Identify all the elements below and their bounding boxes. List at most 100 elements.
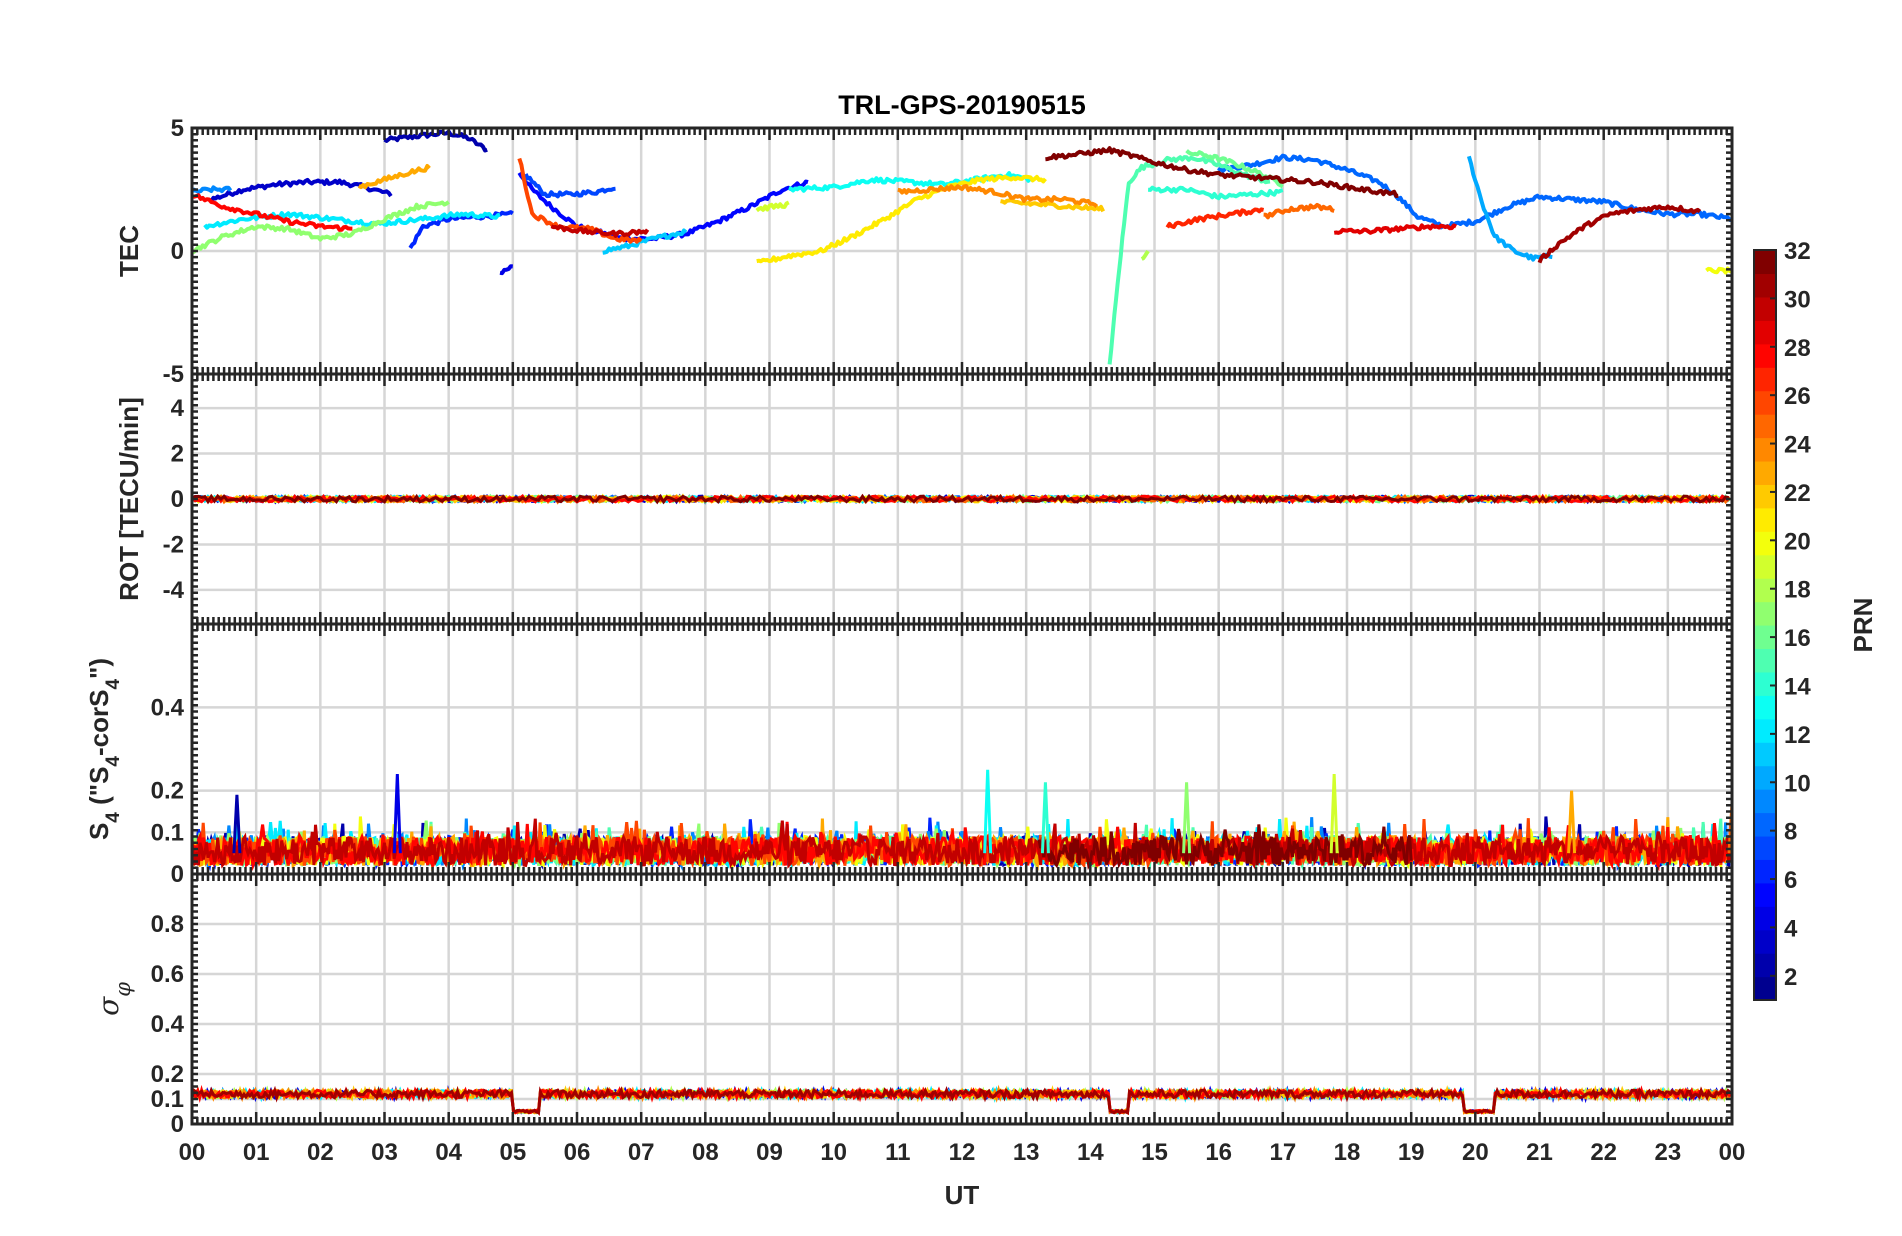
sigma_phi-y-tick-label: 0.4 xyxy=(151,1011,185,1038)
x-tick-label: 06 xyxy=(564,1139,591,1166)
x-tick-label: 04 xyxy=(435,1139,462,1166)
rot-panel: -4 -2 0 2 4 xyxy=(163,372,1734,626)
colorbar-segment xyxy=(1754,765,1776,790)
tec-ticks xyxy=(190,126,1734,376)
colorbar-segment xyxy=(1754,554,1776,579)
s4-panel: 0 0.1 0.2 0.4 xyxy=(151,622,1734,888)
x-tick-label: 01 xyxy=(243,1139,270,1166)
x-tick-label: 13 xyxy=(1013,1139,1040,1166)
tec-panel: -5 0 5 xyxy=(163,115,1734,388)
tec-series-prn-19 xyxy=(755,200,790,213)
s4-y-tick-label: 0.2 xyxy=(151,778,184,805)
x-tick-label: 02 xyxy=(307,1139,334,1166)
x-tick-label: 05 xyxy=(499,1139,526,1166)
tec-series-prn-10 xyxy=(1466,155,1553,262)
colorbar-frame xyxy=(1753,249,1777,1001)
x-tick-label: 00 xyxy=(1719,1139,1746,1166)
tec-series-prn-18 xyxy=(1140,249,1150,261)
rot-y-tick-label: 0 xyxy=(171,486,184,513)
colorbar-label: PRN xyxy=(1848,598,1878,653)
rot-y-tick-label: 4 xyxy=(171,395,185,422)
x-tick-label: 03 xyxy=(371,1139,398,1166)
colorbar-segment xyxy=(1754,812,1776,837)
tec-y-label: TEC xyxy=(114,225,144,277)
colorbar-segment xyxy=(1754,742,1776,767)
s4-data xyxy=(192,769,1732,872)
colorbar-tick-label: 14 xyxy=(1784,673,1811,700)
x-tick-label: 20 xyxy=(1462,1139,1489,1166)
sigma_phi-data xyxy=(192,1084,1732,1116)
colorbar-segment xyxy=(1754,906,1776,931)
s4-spike xyxy=(232,794,242,854)
x-tick-label: 07 xyxy=(628,1139,655,1166)
tec-series-prn-17 xyxy=(192,200,450,255)
x-tick-label: 09 xyxy=(756,1139,783,1166)
colorbar-segment xyxy=(1754,578,1776,603)
x-axis-label: UT xyxy=(945,1180,980,1210)
tec-y-tick-label: 5 xyxy=(171,115,184,142)
colorbar-segment xyxy=(1754,929,1776,954)
tec-series-prn-12 xyxy=(203,211,501,230)
x-tick-label: 21 xyxy=(1526,1139,1553,1166)
s4-spike xyxy=(983,769,993,854)
colorbar-segment xyxy=(1754,460,1776,485)
colorbar-segment xyxy=(1754,250,1776,275)
x-tick-label: 11 xyxy=(885,1139,910,1166)
rot-series-prn-32 xyxy=(192,493,1730,505)
colorbar-segment xyxy=(1754,648,1776,673)
colorbar-segment xyxy=(1754,671,1776,696)
s4-ticks xyxy=(190,622,1734,876)
sigma_phi-ticks xyxy=(190,872,1734,1126)
tec-series-prn-14 xyxy=(1148,185,1284,201)
colorbar-segment xyxy=(1754,367,1776,392)
colorbar-segment xyxy=(1754,296,1776,321)
rot-y-tick-label: -4 xyxy=(163,577,185,604)
x-tick-label: 08 xyxy=(692,1139,719,1166)
colorbar-segment xyxy=(1754,882,1776,907)
x-tick-label: 12 xyxy=(949,1139,976,1166)
rot-data xyxy=(192,493,1731,505)
colorbar-tick-label: 2 xyxy=(1784,964,1797,991)
x-tick-label: 10 xyxy=(820,1139,847,1166)
tec-series-prn-22 xyxy=(1000,198,1105,213)
colorbar-tick-label: 30 xyxy=(1784,286,1811,313)
colorbar-segment xyxy=(1754,414,1776,439)
tec-series-prn-25 xyxy=(1263,202,1335,220)
tec-data xyxy=(192,129,1732,365)
sigma-series-prn-31 xyxy=(192,1085,1732,1115)
s4-y-tick-label: 0 xyxy=(171,861,184,888)
x-tick-label: 16 xyxy=(1205,1139,1232,1166)
tec-series-prn-6 xyxy=(408,210,514,249)
colorbar-segment xyxy=(1754,601,1776,626)
colorbar-segment xyxy=(1754,625,1776,650)
colorbar-segment xyxy=(1754,437,1776,462)
colorbar-tick-label: 6 xyxy=(1784,867,1797,894)
tec-series-prn-2 xyxy=(383,129,488,153)
colorbar-tick-label: 8 xyxy=(1784,819,1797,846)
colorbar-tick-label: 26 xyxy=(1784,383,1811,410)
tec-series-prn-9 xyxy=(192,185,233,194)
s4-y-label: S4 ("S4-corS4") xyxy=(84,658,124,840)
sigma_phi-y-tick-label: 0 xyxy=(171,1111,184,1138)
sigma_phi-y-tick-label: 0.6 xyxy=(151,961,184,988)
chart-title: TRL-GPS-20190515 xyxy=(838,90,1086,120)
rot-y-label: ROT [TECU/min] xyxy=(114,397,144,601)
colorbar-tick-label: 24 xyxy=(1784,432,1811,459)
tec-series-prn-29 xyxy=(1333,223,1457,235)
colorbar-tick-label: 16 xyxy=(1784,625,1811,652)
tec-series-prn-3 xyxy=(209,177,393,203)
tec-series-prn-4 xyxy=(499,264,513,276)
colorbar-segment xyxy=(1754,390,1776,415)
colorbar-tick-label: 18 xyxy=(1784,577,1811,604)
colorbar-tick-label: 12 xyxy=(1784,722,1811,749)
tec-series-prn-21 xyxy=(756,174,1047,264)
x-tick-label: 15 xyxy=(1141,1139,1168,1166)
tec-y-tick-label: 0 xyxy=(171,238,184,265)
s4-series-prn-32 xyxy=(1037,824,1413,871)
tec-y-tick-label: -5 xyxy=(163,361,184,388)
sigma_phi-y-tick-label: 0.1 xyxy=(151,1086,184,1113)
sigma_phi-y-tick-label: 0.2 xyxy=(151,1061,184,1088)
sigma_phi-y-tick-label: 0.8 xyxy=(151,911,184,938)
tec-series-prn-7 xyxy=(523,173,616,199)
s4-spike xyxy=(1182,782,1192,854)
